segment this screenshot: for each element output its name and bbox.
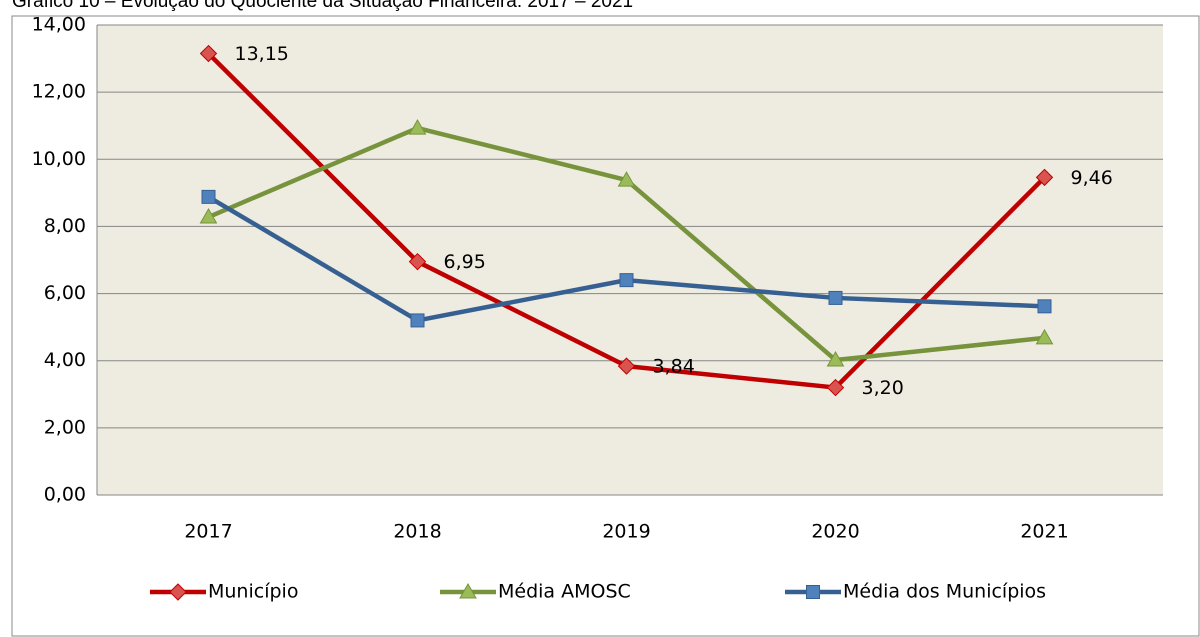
y-tick-label: 14,00 <box>32 14 86 36</box>
point-marker <box>408 252 427 271</box>
y-tick-label: 12,00 <box>32 81 86 103</box>
x-tick-label: 2019 <box>602 521 650 543</box>
data-label: 13,15 <box>235 43 289 65</box>
data-label: 6,95 <box>444 251 486 273</box>
plot-area <box>97 25 1163 495</box>
legend-label: Média dos Municípios <box>843 581 1046 603</box>
point-marker <box>410 313 425 328</box>
y-tick-label: 2,00 <box>44 416 86 438</box>
legend-marker <box>459 582 477 599</box>
y-tick-label: 0,00 <box>44 484 86 506</box>
x-tick-label: 2021 <box>1020 521 1068 543</box>
y-tick-label: 4,00 <box>44 349 86 371</box>
legend-marker <box>169 583 187 601</box>
legend-label: Média AMOSC <box>498 581 631 603</box>
point-marker <box>199 44 218 63</box>
legend-label: Município <box>208 581 298 603</box>
y-tick-label: 8,00 <box>44 215 86 237</box>
point-marker <box>826 378 845 397</box>
y-tick-label: 10,00 <box>32 148 86 170</box>
point-marker <box>1035 328 1054 345</box>
data-label: 3,20 <box>862 377 904 399</box>
y-tick-label: 6,00 <box>44 282 86 304</box>
point-marker <box>617 357 636 375</box>
point-marker <box>617 171 636 187</box>
point-marker <box>408 119 427 135</box>
point-marker <box>828 290 843 305</box>
data-label: 3,84 <box>653 356 695 378</box>
x-tick-label: 2020 <box>811 521 859 543</box>
point-marker <box>826 351 845 367</box>
chart-title: Gráfico 10 – Evolução do Quociente da Si… <box>12 0 633 12</box>
x-tick-label: 2017 <box>184 521 232 543</box>
data-label: 9,46 <box>1071 167 1113 189</box>
point-marker <box>199 208 218 224</box>
point-marker <box>1037 299 1052 314</box>
point-marker <box>201 189 216 204</box>
legend-marker <box>806 585 820 599</box>
x-tick-label: 2018 <box>393 521 441 543</box>
point-marker <box>619 273 634 288</box>
point-marker <box>1035 168 1054 187</box>
